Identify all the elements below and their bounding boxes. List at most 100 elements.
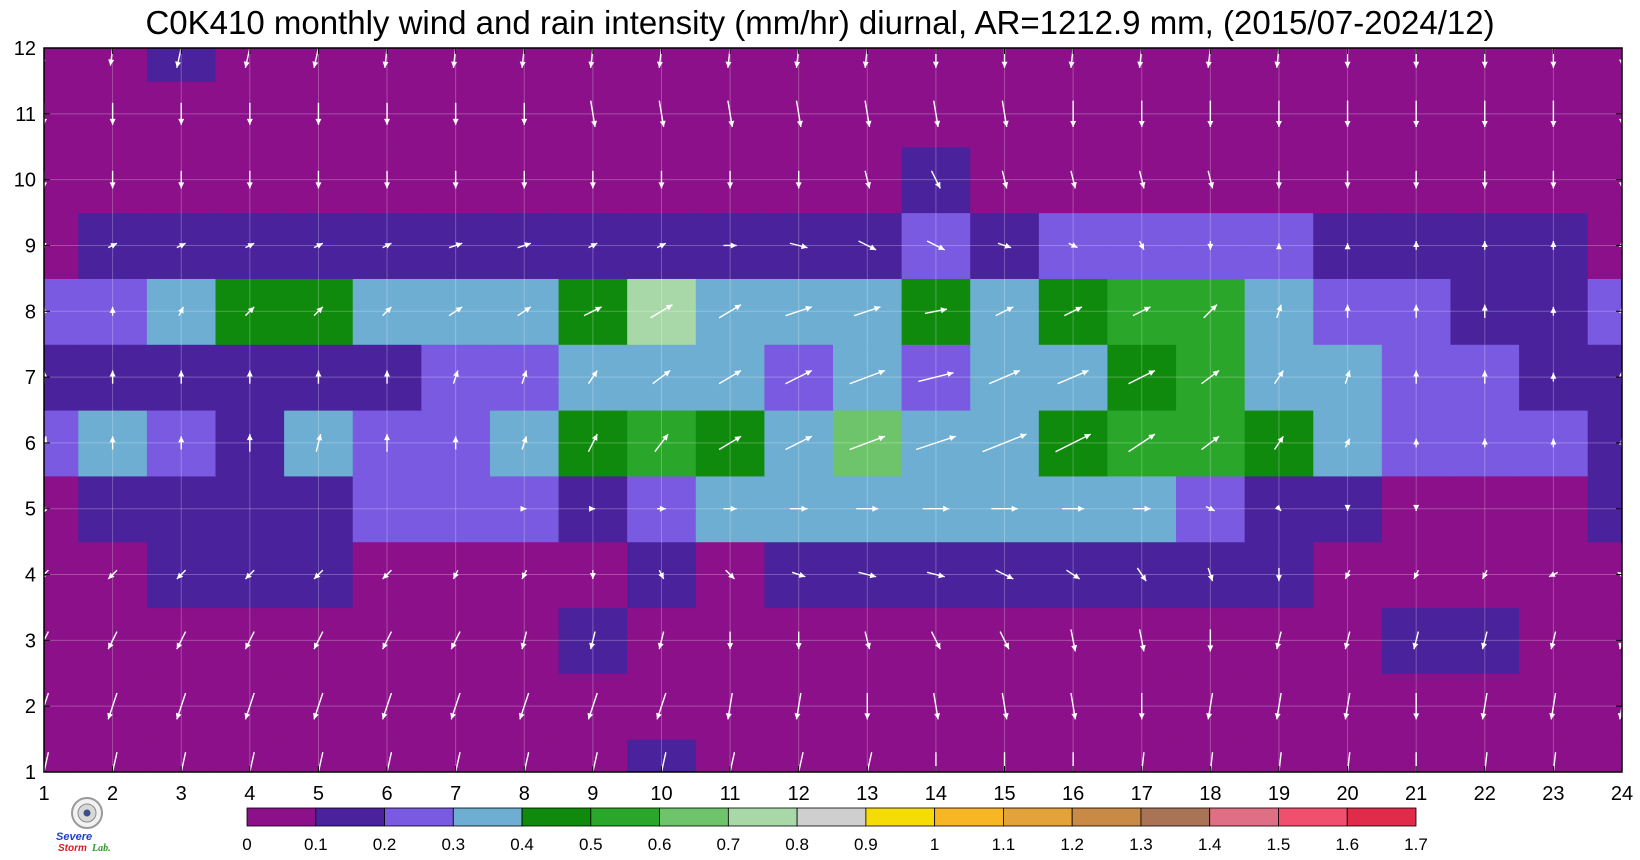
wind-arrow <box>1066 569 1081 580</box>
wind-arrow <box>454 752 461 772</box>
wind-arrow <box>109 306 116 316</box>
wind-arrow <box>587 433 598 453</box>
wind-arrow <box>1480 692 1488 720</box>
wind-arrow <box>727 631 734 650</box>
x-tick-label: 10 <box>650 783 672 805</box>
wind-arrow <box>313 631 324 650</box>
colorbar-label: 1.4 <box>1198 835 1222 854</box>
wind-arrow <box>109 436 116 450</box>
wind-arrow <box>718 304 742 319</box>
x-tick-label: 21 <box>1405 783 1427 805</box>
wind-arrow <box>109 170 116 189</box>
wind-arrow <box>452 102 459 125</box>
wind-arrow <box>452 569 459 580</box>
wind-arrow <box>785 369 813 385</box>
wind-arrow <box>1344 504 1351 511</box>
colorbar-label: 0.4 <box>510 835 534 854</box>
wind-arrow <box>795 100 803 128</box>
intensity-field <box>44 48 1622 772</box>
wind-arrow <box>517 242 532 249</box>
wind-arrow <box>517 306 532 317</box>
wind-arrow <box>1481 569 1488 580</box>
wind-arrow <box>1413 569 1420 580</box>
wind-arrow <box>109 102 116 125</box>
colorbar-swatch <box>934 807 1004 827</box>
wind-arrow <box>915 435 956 451</box>
wind-arrow <box>175 692 187 720</box>
intensity-cell <box>215 475 285 543</box>
wind-arrow <box>1273 370 1284 385</box>
logo-text-line2: Storm <box>58 843 87 854</box>
wind-arrow <box>1275 631 1282 650</box>
wind-arrow <box>1413 438 1420 448</box>
wind-arrow <box>657 505 666 512</box>
wind-arrow <box>450 631 461 650</box>
wind-arrow <box>1550 100 1557 128</box>
wind-arrow <box>382 631 393 650</box>
wind-arrow <box>111 752 118 772</box>
y-tick-label: 7 <box>25 367 36 389</box>
wind-arrow <box>1057 369 1089 385</box>
wind-arrow <box>856 505 879 512</box>
wind-arrow <box>178 102 185 125</box>
wind-arrow <box>520 505 527 512</box>
chart-title: C0K410 monthly wind and rain intensity (… <box>145 4 1495 41</box>
x-tick-label: 8 <box>519 783 530 805</box>
colorbar-swatch <box>590 807 660 827</box>
wind-arrow <box>384 434 391 452</box>
wind-arrow <box>452 170 459 189</box>
wind-arrow <box>1062 505 1085 512</box>
wind-arrow <box>452 370 459 384</box>
wind-arrow <box>1138 692 1145 720</box>
wind-arrow <box>727 100 735 128</box>
wind-arrow <box>995 306 1014 317</box>
wind-arrow <box>1278 752 1282 772</box>
wind-arrow <box>384 370 391 384</box>
wind-arrow <box>1207 170 1215 189</box>
wind-arrow <box>864 170 871 189</box>
colorbar-swatch <box>796 807 867 827</box>
wind-arrow <box>315 102 322 125</box>
colorbar-label: 0.3 <box>441 835 465 854</box>
wind-arrow <box>317 752 324 772</box>
wind-arrow <box>926 571 945 579</box>
x-tick-label: 12 <box>788 783 810 805</box>
colorbar-swatch <box>727 807 798 827</box>
wind-arrow <box>1484 752 1488 772</box>
wind-arrow <box>789 505 808 512</box>
wind-arrow <box>658 170 665 189</box>
wind-arrow <box>1413 100 1420 128</box>
wind-arrow <box>1344 304 1351 318</box>
wind-arrow <box>999 631 1010 650</box>
wind-arrow <box>1344 243 1351 250</box>
wind-arrow <box>448 306 463 317</box>
wind-arrow <box>244 692 255 720</box>
wind-arrow <box>1413 504 1420 511</box>
colorbar-label: 0.6 <box>648 835 672 854</box>
x-tick-label: 17 <box>1131 783 1153 805</box>
wind-arrow <box>1276 304 1283 319</box>
wind-arrow <box>583 306 602 317</box>
wind-arrow <box>1206 692 1214 720</box>
wind-arrow <box>1275 243 1282 250</box>
colorbar-swatch <box>1140 807 1211 827</box>
wind-arrow <box>1274 504 1282 512</box>
axis-ticks: 1 2 3 4 5 6 7 8 9 10 11 12 13 14 15 16 17 18 19 20 21 22 23 241… <box>14 38 1633 805</box>
x-tick-label: 13 <box>856 783 878 805</box>
wind-arrow <box>1070 692 1078 720</box>
wind-arrow <box>723 242 737 249</box>
wind-arrow <box>381 692 393 720</box>
x-tick-label: 24 <box>1611 783 1633 805</box>
wind-arrow <box>521 370 528 384</box>
severe-storm-lab-logo: Severe Storm Lab. <box>56 797 111 854</box>
wind-arrow <box>521 170 528 189</box>
wind-arrow <box>656 242 667 249</box>
colorbar-label: 1.5 <box>1267 835 1291 854</box>
wind-arrow <box>658 100 666 128</box>
wind-arrow <box>718 369 742 385</box>
wind-arrow <box>382 242 392 249</box>
wind-arrow <box>107 692 118 720</box>
intensity-cell <box>146 475 217 543</box>
wind-arrow <box>725 692 733 720</box>
wind-arrow <box>866 752 873 772</box>
